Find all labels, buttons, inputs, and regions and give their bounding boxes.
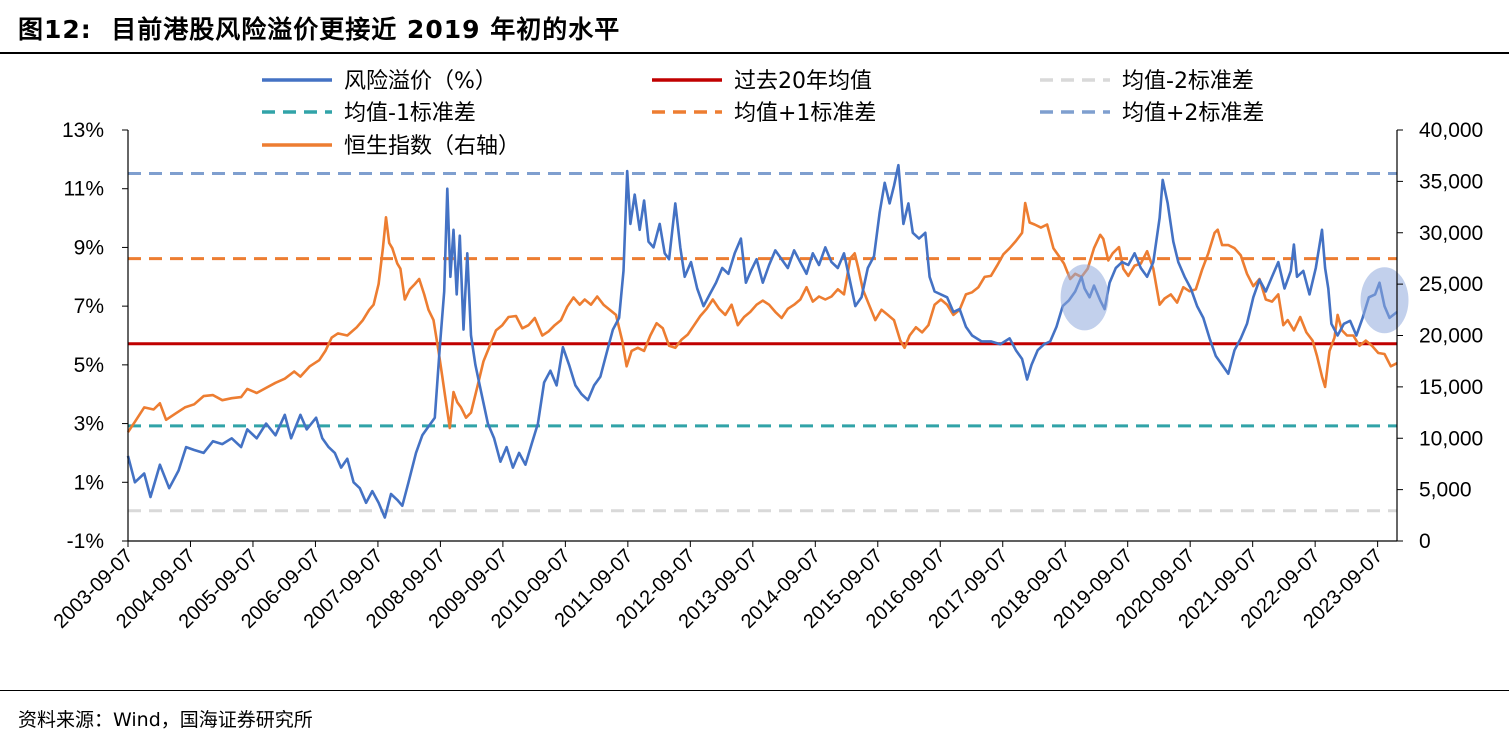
- y-left-tick-label: 5%: [74, 354, 104, 377]
- y-left-tick-label: 11%: [64, 178, 104, 201]
- legend-label-minus1sd: 均值-1标准差: [344, 101, 476, 126]
- risk-premium-line: [126, 163, 1398, 519]
- source-note: 资料来源：Wind，国海证券研究所: [18, 709, 313, 731]
- y-right-tick-label: 20,000: [1419, 325, 1483, 348]
- y-left-tick-label: -1%: [67, 530, 104, 553]
- y-left-tick-label: 13%: [62, 119, 104, 142]
- y-right-tick-label: 0: [1419, 530, 1431, 553]
- y-left-tick-label: 7%: [74, 295, 104, 318]
- y-left-tick-label: 1%: [74, 471, 104, 494]
- y-right-tick-label: 10,000: [1419, 427, 1483, 450]
- axes-layer: 13% 11% 9% 7% 5% 3% 1% -1% 40,000 35,000 30,000 25,…: [50, 119, 1484, 633]
- y-right-tick-label: 25,000: [1419, 273, 1483, 296]
- y-right-tick-label: 15,000: [1419, 376, 1483, 399]
- y-right-tick-label: 5,000: [1419, 479, 1472, 502]
- legend-label-plus1sd: 均值+1标准差: [734, 101, 876, 126]
- legend-label-plus2sd: 均值+2标准差: [1122, 101, 1264, 126]
- reference-lines: [128, 171, 1397, 513]
- figure-title: 图12: 目前港股风险溢价更接近 2019 年初的水平: [18, 10, 620, 46]
- source-rule: [0, 690, 1509, 691]
- y-right-tick-label: 30,000: [1419, 222, 1483, 245]
- y-left-tick-label: 3%: [74, 413, 104, 436]
- figure-label: 图12:: [18, 15, 92, 44]
- highlight-ellipse-2: [1360, 267, 1409, 334]
- title-rule: [0, 52, 1509, 54]
- y-right-tick-label: 40,000: [1419, 119, 1483, 142]
- y-left-tick-label: 9%: [74, 236, 104, 259]
- highlight-ellipse-1: [1060, 264, 1109, 331]
- legend-label-minus2sd: 均值-2标准差: [1122, 69, 1254, 94]
- y-right-tick-label: 35,000: [1419, 170, 1483, 193]
- risk-premium-chart: 13% 11% 9% 7% 5% 3% 1% -1% 40,000 35,000 30,000 25,…: [50, 69, 1484, 633]
- legend-label-risk-premium: 风险溢价（%）: [344, 69, 497, 94]
- hsi-line: [126, 201, 1398, 433]
- legend-label-mean-20y: 过去20年均值: [734, 69, 872, 94]
- legend-label-hsi: 恒生指数（右轴）: [344, 134, 520, 159]
- series-layer: [126, 163, 1398, 519]
- figure-title-text: 目前港股风险溢价更接近 2019 年初的水平: [111, 15, 621, 44]
